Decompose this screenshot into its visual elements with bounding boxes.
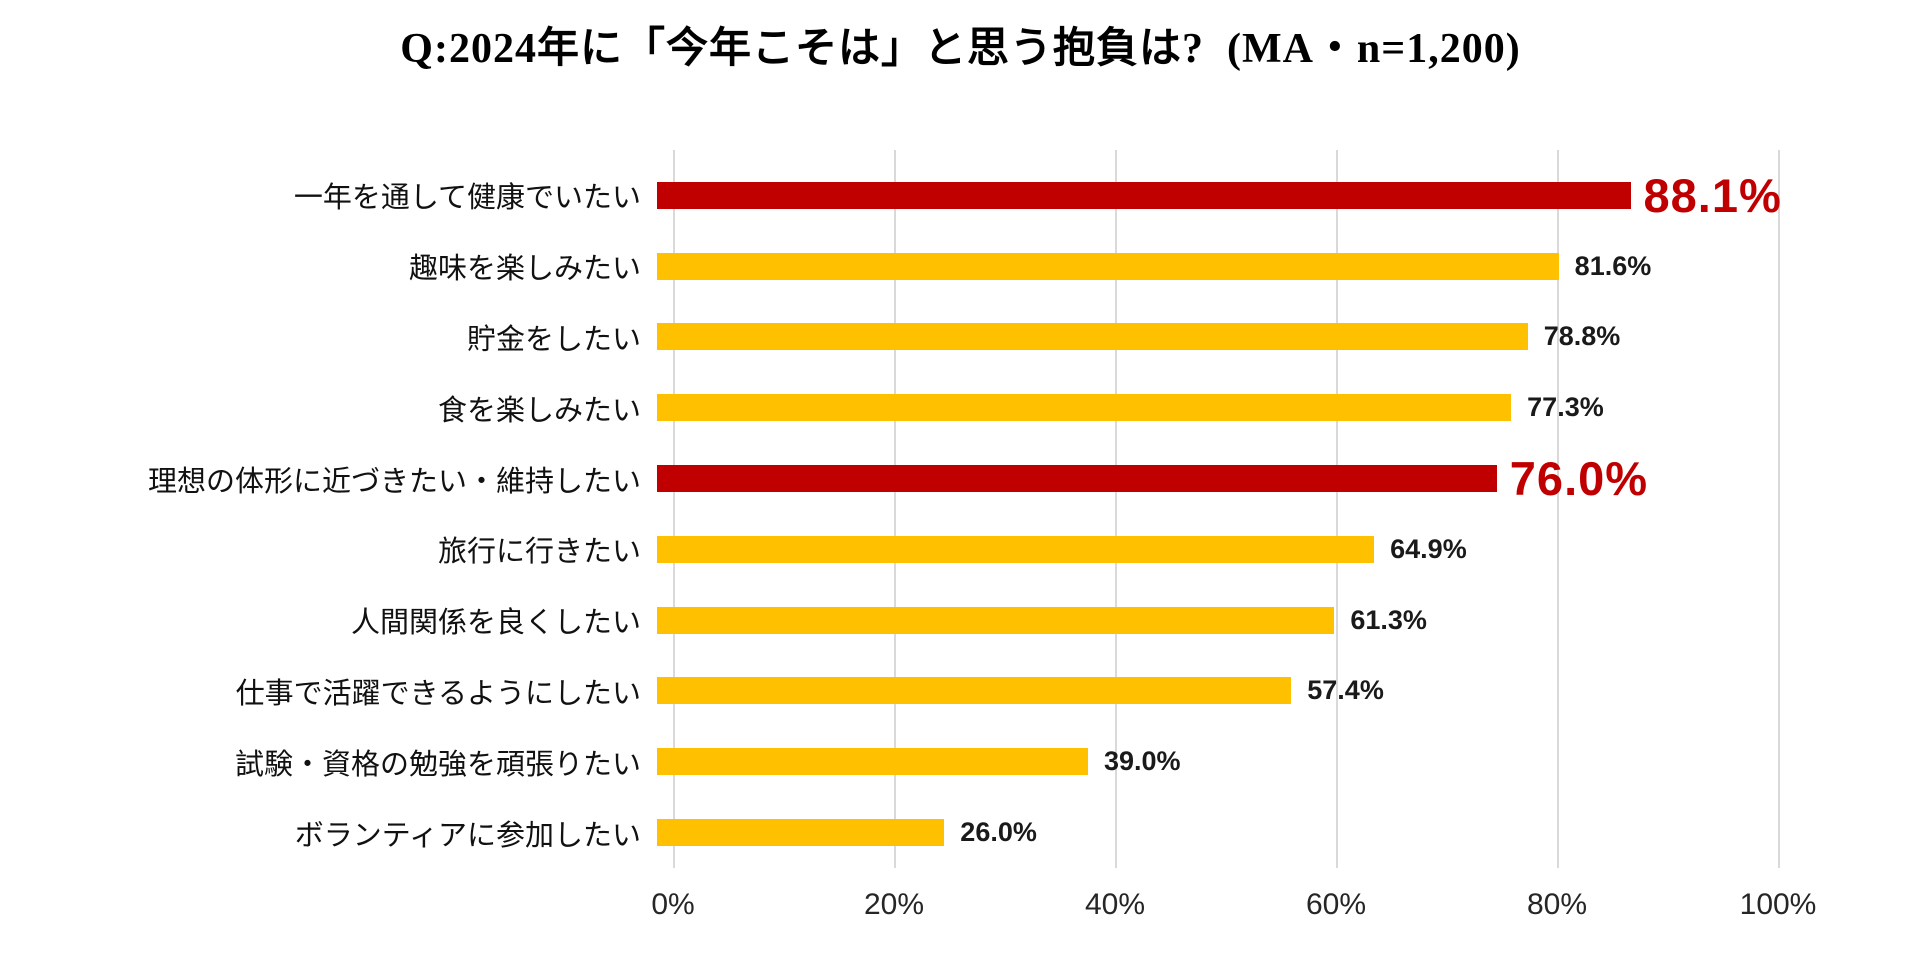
bar	[657, 323, 1528, 351]
value-label: 88.1%	[1643, 168, 1782, 222]
bar-rows: 一年を通して健康でいたい 88.1% 趣味を楽しみたい 81.6% 貯金をしたい 78.8…	[0, 160, 1921, 868]
value-label: 77.3%	[1527, 392, 1604, 423]
value-label: 76.0%	[1509, 452, 1649, 506]
value-label: 39.0%	[1103, 746, 1181, 777]
bar	[657, 819, 945, 847]
x-axis-tick-label: 80%	[1526, 888, 1588, 921]
gridlines	[673, 150, 1780, 868]
category-label: 食を楽しみたい	[437, 394, 641, 427]
bar-track: 39.0%	[657, 726, 1921, 797]
value-label: 26.0%	[960, 817, 1037, 848]
gridline	[1336, 150, 1338, 868]
chart-row: 旅行に行きたい 64.9%	[0, 514, 1921, 585]
category-label: 趣味を楽しみたい	[408, 253, 641, 286]
category-label: ボランティアに参加したい	[294, 819, 641, 852]
value-label: 57.4%	[1307, 675, 1384, 706]
value-label: 81.6%	[1574, 250, 1652, 281]
x-axis: 0% 20% 40% 60% 80% 100%	[0, 888, 1921, 932]
category-label: 旅行に行きたい	[437, 536, 641, 569]
bar	[657, 677, 1292, 705]
value-label: 61.3%	[1350, 604, 1427, 635]
chart-row: 趣味を楽しみたい 81.6%	[0, 231, 1921, 302]
x-axis-tick-label: 100%	[1739, 888, 1817, 921]
category-label: 貯金をしたい	[466, 323, 641, 356]
chart-row: 仕事で活躍できるようにしたい 57.4%	[0, 656, 1921, 727]
category-label: 一年を通して健康でいたい	[293, 182, 641, 215]
value-label: 78.8%	[1543, 321, 1621, 352]
chart-row: 人間関係を良くしたい 61.3%	[0, 585, 1921, 656]
chart-row: 食を楽しみたい 77.3%	[0, 372, 1921, 443]
bar-track: 88.1%	[657, 160, 1921, 231]
chart-row: 試験・資格の勉強を頑張りたい 39.0%	[0, 726, 1921, 797]
x-axis-tick-label: 20%	[863, 888, 925, 921]
chart-row: 理想の体形に近づきたい・維持したい 76.0%	[0, 443, 1921, 514]
bar	[657, 394, 1512, 422]
bar-track: 57.4%	[657, 656, 1921, 727]
category-label: 理想の体形に近づきたい・維持したい	[147, 465, 641, 498]
category-label: 人間関係を良くしたい	[350, 607, 641, 640]
category-label: 試験・資格の勉強を頑張りたい	[234, 748, 641, 781]
chart-row: ボランティアに参加したい 26.0%	[0, 797, 1921, 868]
bar-highlighted	[657, 465, 1497, 493]
plot-area: 一年を通して健康でいたい 88.1% 趣味を楽しみたい 81.6% 貯金をしたい 78.8…	[0, 150, 1921, 868]
chart-row: 一年を通して健康でいたい 88.1%	[0, 160, 1921, 231]
gridline	[1557, 150, 1559, 868]
bar-highlighted	[657, 181, 1631, 209]
bar-track: 76.0%	[657, 443, 1921, 514]
bar-track: 77.3%	[657, 372, 1921, 443]
bar-track: 78.8%	[657, 302, 1921, 373]
x-axis-tick-label: 0%	[651, 888, 695, 921]
bar-track: 81.6%	[657, 231, 1921, 302]
gridline	[894, 150, 896, 868]
category-label: 仕事で活躍できるようにしたい	[235, 677, 641, 710]
gridline	[673, 150, 675, 868]
bar-track: 61.3%	[657, 585, 1921, 656]
bar	[657, 252, 1559, 280]
bar-track: 26.0%	[657, 797, 1921, 868]
chart-row: 貯金をしたい 78.8%	[0, 302, 1921, 373]
chart-title: Q:2024年に「今年こそは」と思う抱負は? (MA・n=1,200)	[400, 26, 1521, 72]
gridline	[1115, 150, 1117, 868]
value-label: 64.9%	[1390, 533, 1467, 564]
x-axis-tick-label: 40%	[1084, 888, 1146, 921]
gridline	[1778, 150, 1780, 868]
x-axis-tick-label: 60%	[1305, 888, 1367, 921]
bar	[657, 535, 1375, 563]
bar	[657, 606, 1335, 634]
bar-track: 64.9%	[657, 514, 1921, 585]
bar	[657, 748, 1088, 776]
